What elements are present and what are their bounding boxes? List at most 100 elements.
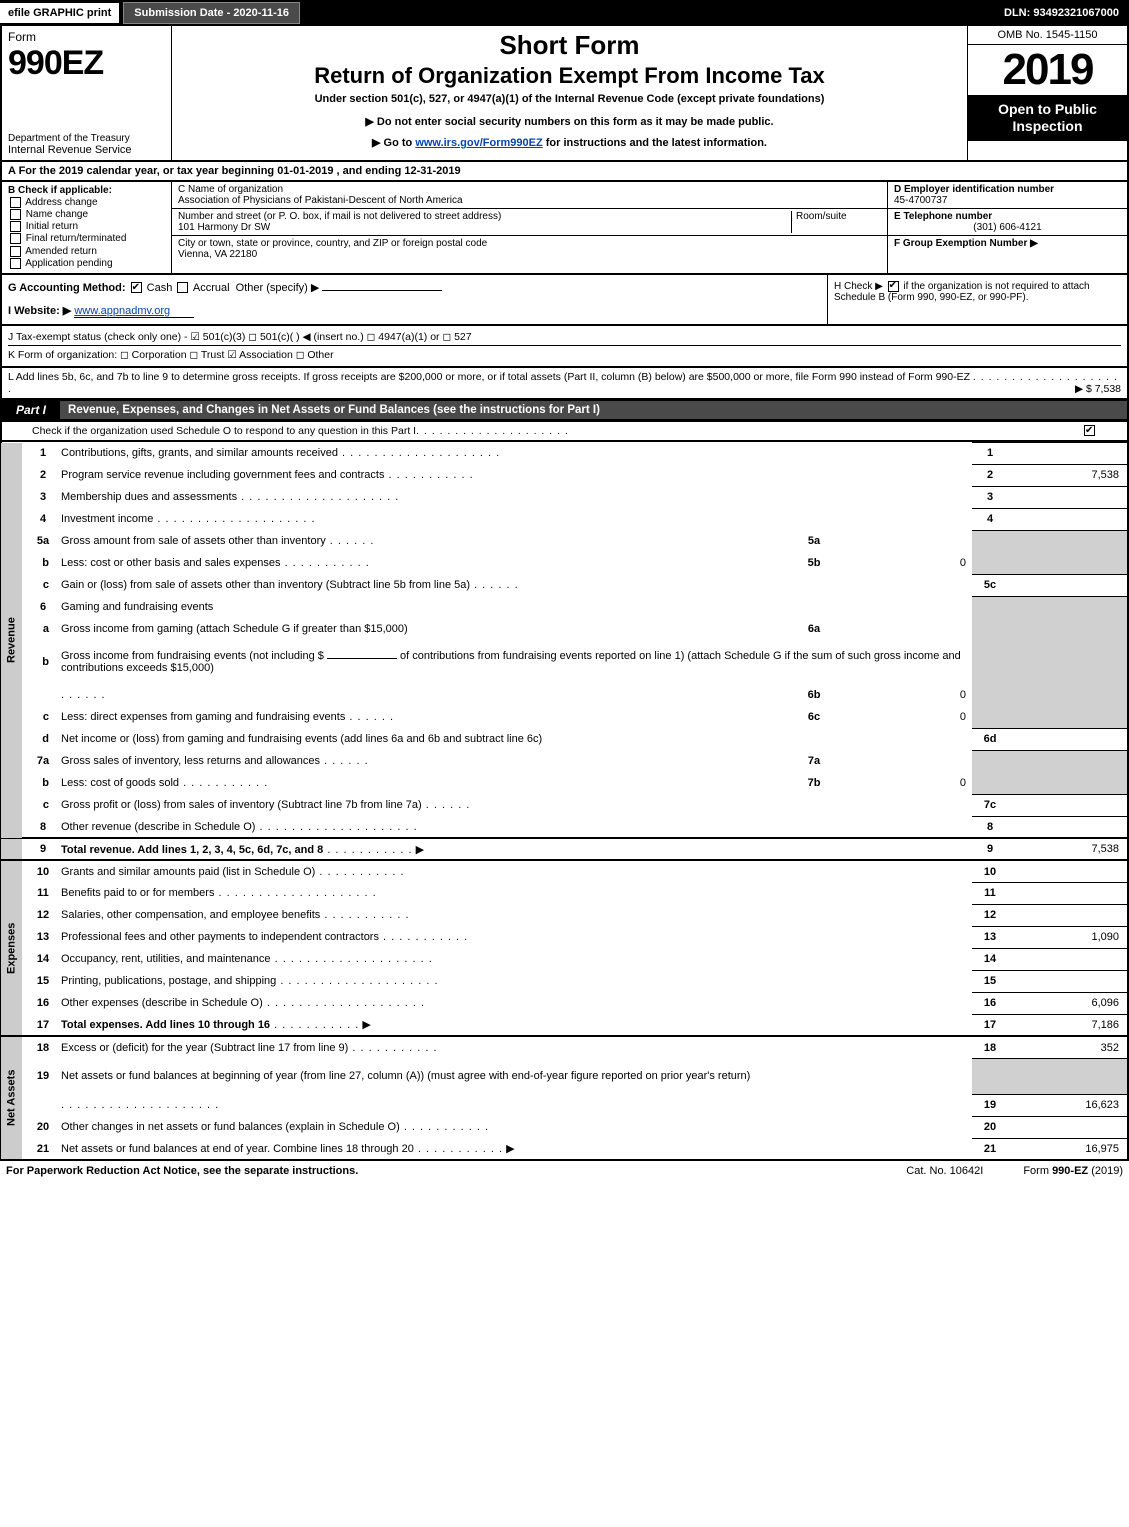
line-6d: d Net income or (loss) from gaming and f…: [1, 728, 1128, 750]
line-7b: b Less: cost of goods sold 7b 0: [1, 772, 1128, 794]
line-8: 8 Other revenue (describe in Schedule O)…: [1, 816, 1128, 838]
chk-cash[interactable]: [131, 282, 142, 293]
line-1: Revenue 1 Contributions, gifts, grants, …: [1, 442, 1128, 464]
form-number: 990EZ: [8, 44, 165, 83]
row-jk: J Tax-exempt status (check only one) - ☑…: [0, 326, 1129, 368]
line-21: 21 Net assets or fund balances at end of…: [1, 1138, 1128, 1160]
group-exemption-label: F Group Exemption Number ▶: [894, 238, 1038, 249]
top-bar: efile GRAPHIC print Submission Date - 20…: [0, 0, 1129, 26]
footer-mid: Cat. No. 10642I: [906, 1165, 983, 1177]
expenses-sidelabel: Expenses: [1, 860, 23, 1036]
line-10: Expenses 10 Grants and similar amounts p…: [1, 860, 1128, 882]
line-18: Net Assets 18 Excess or (deficit) for th…: [1, 1036, 1128, 1058]
part1-label: Part I: [2, 400, 60, 420]
part1-sub-text: Check if the organization used Schedule …: [32, 425, 416, 437]
ein: 45-4700737: [894, 195, 947, 206]
other-specify-input[interactable]: [322, 290, 442, 291]
part1-title: Revenue, Expenses, and Changes in Net As…: [60, 401, 1127, 419]
line-5c: c Gain or (loss) from sale of assets oth…: [1, 574, 1128, 596]
chk-schedule-o[interactable]: [1084, 425, 1095, 436]
dln: DLN: 93492321067000: [994, 3, 1129, 23]
phone-label: E Telephone number: [894, 211, 992, 222]
part1-header: Part I Revenue, Expenses, and Changes in…: [0, 400, 1129, 422]
footer-right: Form 990-EZ (2019): [1023, 1165, 1123, 1177]
h-schedule-b: H Check ▶ if the organization is not req…: [827, 275, 1127, 324]
i-label: I Website: ▶: [8, 305, 71, 317]
line-14: 14 Occupancy, rent, utilities, and maint…: [1, 948, 1128, 970]
chk-amended[interactable]: Amended return: [8, 246, 165, 257]
line-19-box: 19 16,623: [1, 1094, 1128, 1116]
line-19: 19 Net assets or fund balances at beginn…: [1, 1058, 1128, 1094]
chk-pending[interactable]: Application pending: [8, 258, 165, 269]
l-text: L Add lines 5b, 6c, and 7b to line 9 to …: [8, 371, 970, 383]
part1-table: Revenue 1 Contributions, gifts, grants, …: [0, 442, 1129, 1162]
irs-link[interactable]: www.irs.gov/Form990EZ: [415, 137, 542, 149]
room-label: Room/suite: [791, 211, 881, 233]
department: Department of the Treasury: [8, 133, 165, 144]
line-16: 16 Other expenses (describe in Schedule …: [1, 992, 1128, 1014]
subtitle: Under section 501(c), 527, or 4947(a)(1)…: [180, 93, 959, 105]
goto-pre: ▶ Go to: [372, 137, 415, 149]
website-link[interactable]: www.appnadmv.org: [74, 305, 194, 318]
line-6b: b Gross income from fundraising events (…: [1, 640, 1128, 684]
netassets-sidelabel: Net Assets: [1, 1036, 23, 1160]
line-17: 17 Total expenses. Add lines 10 through …: [1, 1014, 1128, 1036]
line-6b-box: 6b 0: [1, 684, 1128, 706]
line-5a: 5a Gross amount from sale of assets othe…: [1, 530, 1128, 552]
col-c-org: C Name of organization Association of Ph…: [172, 182, 887, 273]
footer: For Paperwork Reduction Act Notice, see …: [0, 1161, 1129, 1181]
block-bcdef: B Check if applicable: Address change Na…: [0, 182, 1129, 275]
revenue-sidelabel: Revenue: [1, 442, 23, 838]
street-row: Number and street (or P. O. box, if mail…: [172, 209, 887, 236]
k-form-org: K Form of organization: ◻ Corporation ◻ …: [8, 345, 1121, 363]
return-title: Return of Organization Exempt From Incom…: [180, 63, 959, 89]
line-3: 3 Membership dues and assessments 3: [1, 486, 1128, 508]
goto-post: for instructions and the latest informat…: [543, 137, 767, 149]
row-a-tax-year: A For the 2019 calendar year, or tax yea…: [0, 162, 1129, 182]
omb-number: OMB No. 1545-1150: [968, 26, 1127, 45]
line-11: 11 Benefits paid to or for members 11: [1, 882, 1128, 904]
h-text1: H Check ▶: [834, 281, 883, 292]
line-4: 4 Investment income 4: [1, 508, 1128, 530]
chk-accrual[interactable]: [177, 282, 188, 293]
tax-year: 2019: [968, 45, 1127, 95]
form-word: Form: [8, 30, 165, 44]
ein-row: D Employer identification number 45-4700…: [888, 182, 1127, 209]
line-6: 6 Gaming and fundraising events: [1, 596, 1128, 618]
line-13: 13 Professional fees and other payments …: [1, 926, 1128, 948]
part1-sub: Check if the organization used Schedule …: [0, 422, 1129, 442]
contrib-amount-input[interactable]: [327, 658, 397, 659]
line-12: 12 Salaries, other compensation, and emp…: [1, 904, 1128, 926]
footer-left: For Paperwork Reduction Act Notice, see …: [6, 1165, 358, 1177]
chk-initial[interactable]: Initial return: [8, 221, 165, 232]
line-2: 2 Program service revenue including gove…: [1, 464, 1128, 486]
col-b-label: B Check if applicable:: [8, 185, 112, 196]
org-name-label: C Name of organization: [178, 184, 463, 195]
form-header: Form 990EZ Department of the Treasury In…: [0, 26, 1129, 162]
chk-final[interactable]: Final return/terminated: [8, 233, 165, 244]
j-tax-exempt: J Tax-exempt status (check only one) - ☑…: [8, 329, 1121, 345]
line-7c: c Gross profit or (loss) from sales of i…: [1, 794, 1128, 816]
line-15: 15 Printing, publications, postage, and …: [1, 970, 1128, 992]
street-label: Number and street (or P. O. box, if mail…: [178, 211, 791, 222]
header-mid: Short Form Return of Organization Exempt…: [172, 26, 967, 160]
city-row: City or town, state or province, country…: [172, 236, 887, 262]
submission-date: Submission Date - 2020-11-16: [123, 2, 300, 24]
accounting-method: G Accounting Method: Cash Accrual Other …: [2, 275, 827, 324]
ein-label: D Employer identification number: [894, 184, 1054, 195]
col-b-checkboxes: B Check if applicable: Address change Na…: [2, 182, 172, 273]
org-name: Association of Physicians of Pakistani-D…: [178, 195, 463, 206]
header-left: Form 990EZ Department of the Treasury In…: [2, 26, 172, 160]
chk-schedule-b[interactable]: [888, 281, 899, 292]
phone-row: E Telephone number (301) 606-4121: [888, 209, 1127, 236]
efile-label[interactable]: efile GRAPHIC print: [0, 3, 119, 23]
city: Vienna, VA 22180: [178, 249, 487, 260]
phone: (301) 606-4121: [894, 222, 1121, 233]
chk-address[interactable]: Address change: [8, 197, 165, 208]
line-5b: b Less: cost or other basis and sales ex…: [1, 552, 1128, 574]
chk-name[interactable]: Name change: [8, 209, 165, 220]
goto-note: ▶ Go to www.irs.gov/Form990EZ for instru…: [180, 136, 959, 149]
line-6a: a Gross income from gaming (attach Sched…: [1, 618, 1128, 640]
ssn-note: ▶ Do not enter social security numbers o…: [180, 115, 959, 128]
city-label: City or town, state or province, country…: [178, 238, 487, 249]
